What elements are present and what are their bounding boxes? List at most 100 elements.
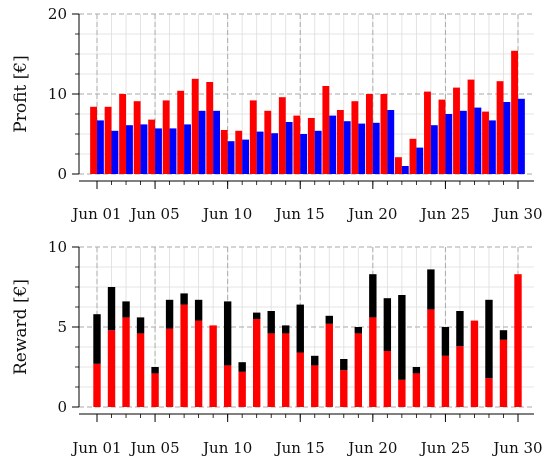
- bar-red-20: [365, 94, 373, 174]
- x-tick-label: Jun 30: [491, 205, 542, 223]
- x-tick-label: Jun 10: [201, 205, 252, 223]
- bar-red-27: [467, 79, 475, 174]
- x-tick-label: Jun 15: [274, 205, 325, 223]
- bar-red-5: [148, 119, 156, 174]
- x-tick-label: Jun 05: [128, 439, 179, 457]
- bar-black-25: [441, 327, 450, 356]
- bar-red-11: [238, 371, 246, 407]
- bar-red-5: [151, 373, 159, 407]
- bar-red-21: [383, 351, 392, 407]
- bar-red-22: [395, 157, 402, 174]
- bar-red-21: [380, 94, 388, 174]
- bar-red-26: [453, 87, 460, 174]
- bar-red-14: [278, 97, 286, 174]
- x-tick-label: Jun 15: [274, 439, 325, 457]
- bar-blue-7: [184, 124, 191, 174]
- bar-red-6: [162, 100, 170, 174]
- bar-black-16: [311, 355, 319, 366]
- bar-red-11: [235, 130, 243, 174]
- x-tick-label: Jun 10: [201, 439, 252, 457]
- bar-blue-17: [329, 115, 337, 174]
- bar-red-13: [267, 333, 275, 407]
- bar-red-12: [249, 100, 257, 174]
- bar-blue-19: [358, 123, 366, 174]
- bar-blue-28: [488, 120, 496, 174]
- bar-red-30: [511, 50, 518, 174]
- bar-red-29: [496, 81, 504, 174]
- bar-red-28: [482, 111, 489, 174]
- bar-blue-6: [169, 128, 177, 174]
- bar-red-17: [325, 323, 333, 407]
- bar-black-28: [485, 299, 493, 379]
- bar-black-1: [93, 314, 101, 364]
- bar-blue-10: [227, 141, 235, 174]
- bar-blue-16: [314, 130, 322, 174]
- bar-red-10: [220, 130, 228, 174]
- bar-black-8: [194, 299, 203, 321]
- bar-black-13: [267, 311, 275, 334]
- bar-red-24: [424, 91, 431, 174]
- bar-red-7: [180, 304, 188, 407]
- x-tick-label: Jun 25: [419, 205, 470, 223]
- bar-blue-15: [300, 134, 308, 174]
- bar-blue-26: [459, 110, 467, 174]
- bar-red-9: [206, 82, 214, 174]
- bar-blue-9: [213, 110, 220, 174]
- bar-red-4: [136, 333, 145, 407]
- bar-black-23: [412, 367, 421, 374]
- bar-black-6: [165, 299, 174, 329]
- bar-red-3: [119, 94, 127, 174]
- bar-black-4: [136, 317, 145, 334]
- bar-red-1: [90, 106, 97, 174]
- bar-red-29: [499, 339, 508, 407]
- bar-blue-29: [503, 102, 511, 174]
- bar-black-19: [354, 327, 363, 334]
- y-tick-label: 10: [48, 238, 67, 256]
- bar-black-12: [252, 312, 261, 319]
- bar-red-27: [470, 320, 479, 407]
- bar-blue-3: [126, 125, 133, 174]
- bar-red-9: [209, 325, 217, 407]
- bar-red-23: [412, 373, 421, 407]
- bar-blue-23: [416, 147, 424, 174]
- bar-red-8: [191, 78, 199, 174]
- bar-blue-27: [474, 107, 482, 174]
- bar-blue-12: [256, 131, 264, 174]
- chart-panel-2: 0 5 10 Reward [€] Jun 01 Jun 05 Jun 10 Jun 15 Ju…: [11, 238, 543, 457]
- bar-red-18: [336, 110, 344, 174]
- bar-red-19: [351, 101, 359, 174]
- bar-red-13: [264, 110, 272, 174]
- bar-black-7: [180, 293, 188, 305]
- x-tick-label: Jun 25: [419, 439, 470, 457]
- bar-red-16: [307, 118, 315, 174]
- bar-red-1: [93, 363, 101, 407]
- bar-red-12: [252, 319, 261, 407]
- x-tick-label: Jun 01: [70, 205, 121, 223]
- bar-blue-5: [155, 128, 162, 174]
- bar-blue-1: [97, 120, 104, 174]
- bar-blue-11: [242, 139, 250, 174]
- bar-black-29: [499, 330, 508, 340]
- bar-black-22: [398, 295, 406, 380]
- y-tick-label: 0: [57, 165, 67, 183]
- bar-blue-13: [271, 133, 279, 174]
- bar-red-25: [438, 99, 446, 174]
- bar-black-26: [456, 311, 464, 347]
- bar-red-7: [177, 90, 185, 174]
- bar-red-20: [369, 317, 377, 407]
- bar-red-8: [194, 320, 203, 407]
- bar-black-5: [151, 367, 159, 374]
- bar-black-2: [107, 287, 116, 331]
- bar-red-3: [122, 317, 130, 407]
- bar-black-15: [296, 304, 304, 353]
- bar-black-3: [122, 301, 130, 318]
- x-tick-label: Jun 20: [346, 439, 397, 457]
- bar-black-14: [282, 325, 290, 334]
- bar-red-2: [104, 106, 112, 174]
- bar-black-21: [383, 298, 392, 351]
- bar-blue-21: [387, 110, 395, 174]
- bar-black-17: [325, 315, 333, 324]
- bar-black-24: [427, 269, 435, 310]
- bar-red-16: [311, 365, 319, 407]
